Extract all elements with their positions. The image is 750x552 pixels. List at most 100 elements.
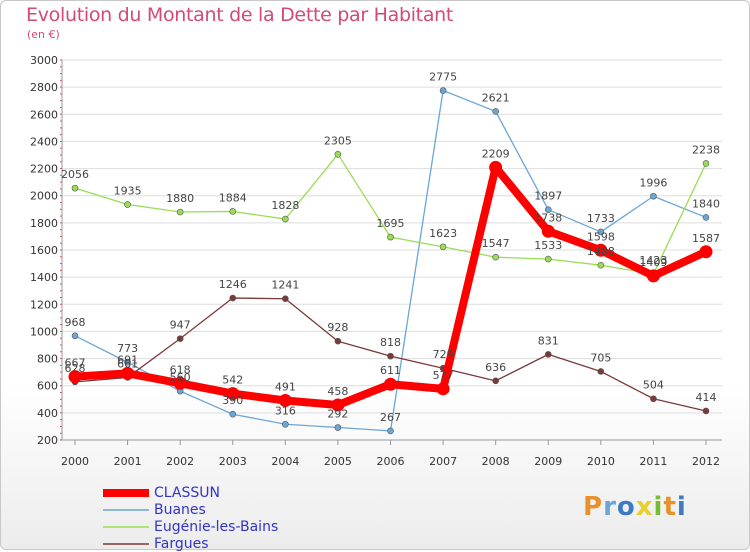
logo-letter: t	[663, 492, 677, 522]
data-label: 577	[433, 369, 454, 382]
data-label: 1423	[639, 254, 667, 267]
data-label: 1533	[534, 239, 562, 252]
data-point	[229, 208, 237, 215]
data-label: 611	[380, 364, 401, 377]
y-tick-label: 600	[37, 380, 58, 393]
y-tick-label: 400	[37, 407, 58, 420]
data-label: 2775	[429, 71, 457, 84]
data-point	[334, 337, 342, 345]
data-label: 1409	[639, 256, 667, 269]
data-point	[176, 208, 184, 216]
proxiti-logo: Proxiti	[583, 492, 687, 522]
data-label: 1598	[587, 230, 615, 243]
data-point	[492, 108, 499, 115]
data-point	[331, 398, 345, 412]
data-point	[387, 427, 394, 435]
data-label: 267	[380, 411, 401, 424]
y-tick-label: 200	[37, 434, 58, 447]
x-tick-label: 2006	[377, 455, 405, 468]
data-label: 661	[117, 357, 138, 370]
logo-letter: x	[635, 492, 654, 522]
data-point	[229, 294, 237, 302]
data-point	[436, 382, 450, 396]
x-tick-label: 2004	[271, 455, 299, 468]
data-label: 2621	[482, 91, 510, 104]
data-point	[121, 366, 135, 380]
x-tick-label: 2005	[324, 455, 352, 468]
y-tick-label: 1200	[30, 298, 58, 311]
data-label: 1587	[692, 232, 720, 245]
data-label: 773	[117, 342, 138, 355]
y-tick-label: 1800	[30, 217, 58, 230]
data-point	[176, 335, 184, 342]
data-label: 947	[170, 319, 191, 332]
y-tick-label: 2800	[30, 81, 58, 94]
x-tick-label: 2002	[166, 455, 194, 468]
data-point	[492, 253, 499, 261]
data-label: 2209	[482, 147, 510, 160]
data-point	[650, 395, 657, 403]
data-label: 542	[222, 374, 243, 387]
data-label: 667	[65, 357, 86, 370]
data-label: 2056	[61, 168, 89, 181]
y-tick-label: 3000	[30, 54, 58, 67]
x-tick-label: 2011	[639, 455, 667, 468]
data-label: 1897	[534, 190, 562, 203]
data-label: 1935	[114, 185, 142, 198]
logo-letter: P	[583, 492, 604, 522]
data-point	[594, 243, 608, 257]
data-label: 618	[170, 363, 191, 376]
data-label: 1547	[482, 237, 510, 250]
data-point	[492, 377, 499, 385]
data-point	[229, 410, 237, 418]
data-label: 1733	[587, 212, 615, 225]
data-point	[282, 295, 289, 303]
y-tick-label: 2400	[30, 135, 58, 148]
y-tick-label: 2000	[30, 190, 58, 203]
data-point	[384, 377, 397, 391]
legend-label: Fargues	[154, 536, 209, 552]
data-point	[334, 151, 342, 158]
logo-letter: r	[603, 492, 617, 522]
data-label: 1996	[639, 176, 667, 189]
data-point	[334, 424, 342, 431]
data-label: 1623	[429, 227, 457, 240]
data-label: 2305	[324, 134, 352, 147]
data-label: 628	[65, 362, 86, 375]
data-point	[597, 261, 605, 269]
data-point	[597, 368, 605, 375]
data-point	[702, 214, 710, 221]
data-label: 1738	[534, 211, 562, 224]
x-tick-label: 2008	[482, 455, 510, 468]
data-label: 1880	[166, 192, 194, 205]
data-point	[702, 160, 710, 167]
data-point	[226, 387, 240, 401]
data-label: 491	[275, 381, 296, 394]
data-label: 1695	[377, 217, 405, 230]
y-tick-label: 1000	[30, 325, 58, 338]
data-label: 818	[380, 336, 401, 349]
y-tick-label: 2200	[30, 163, 58, 176]
data-label: 831	[538, 334, 559, 347]
data-label: 414	[696, 391, 717, 404]
data-point	[387, 352, 394, 360]
data-point	[278, 394, 292, 408]
data-label: 1488	[587, 245, 615, 258]
y-tick-label: 2600	[30, 108, 58, 121]
data-label: 316	[275, 404, 296, 417]
data-point	[173, 376, 187, 390]
logo-letter: o	[616, 492, 636, 522]
data-point	[489, 160, 503, 174]
data-label: 1840	[692, 197, 720, 210]
data-point	[544, 206, 552, 213]
data-point	[439, 87, 447, 94]
x-tick-label: 2009	[534, 455, 562, 468]
data-point	[71, 184, 79, 192]
data-label: 560	[170, 371, 191, 384]
logo-letter: i	[676, 492, 687, 522]
data-label: 390	[222, 394, 243, 407]
data-label: 1828	[271, 199, 299, 212]
data-point	[541, 224, 555, 238]
data-point	[124, 201, 131, 208]
